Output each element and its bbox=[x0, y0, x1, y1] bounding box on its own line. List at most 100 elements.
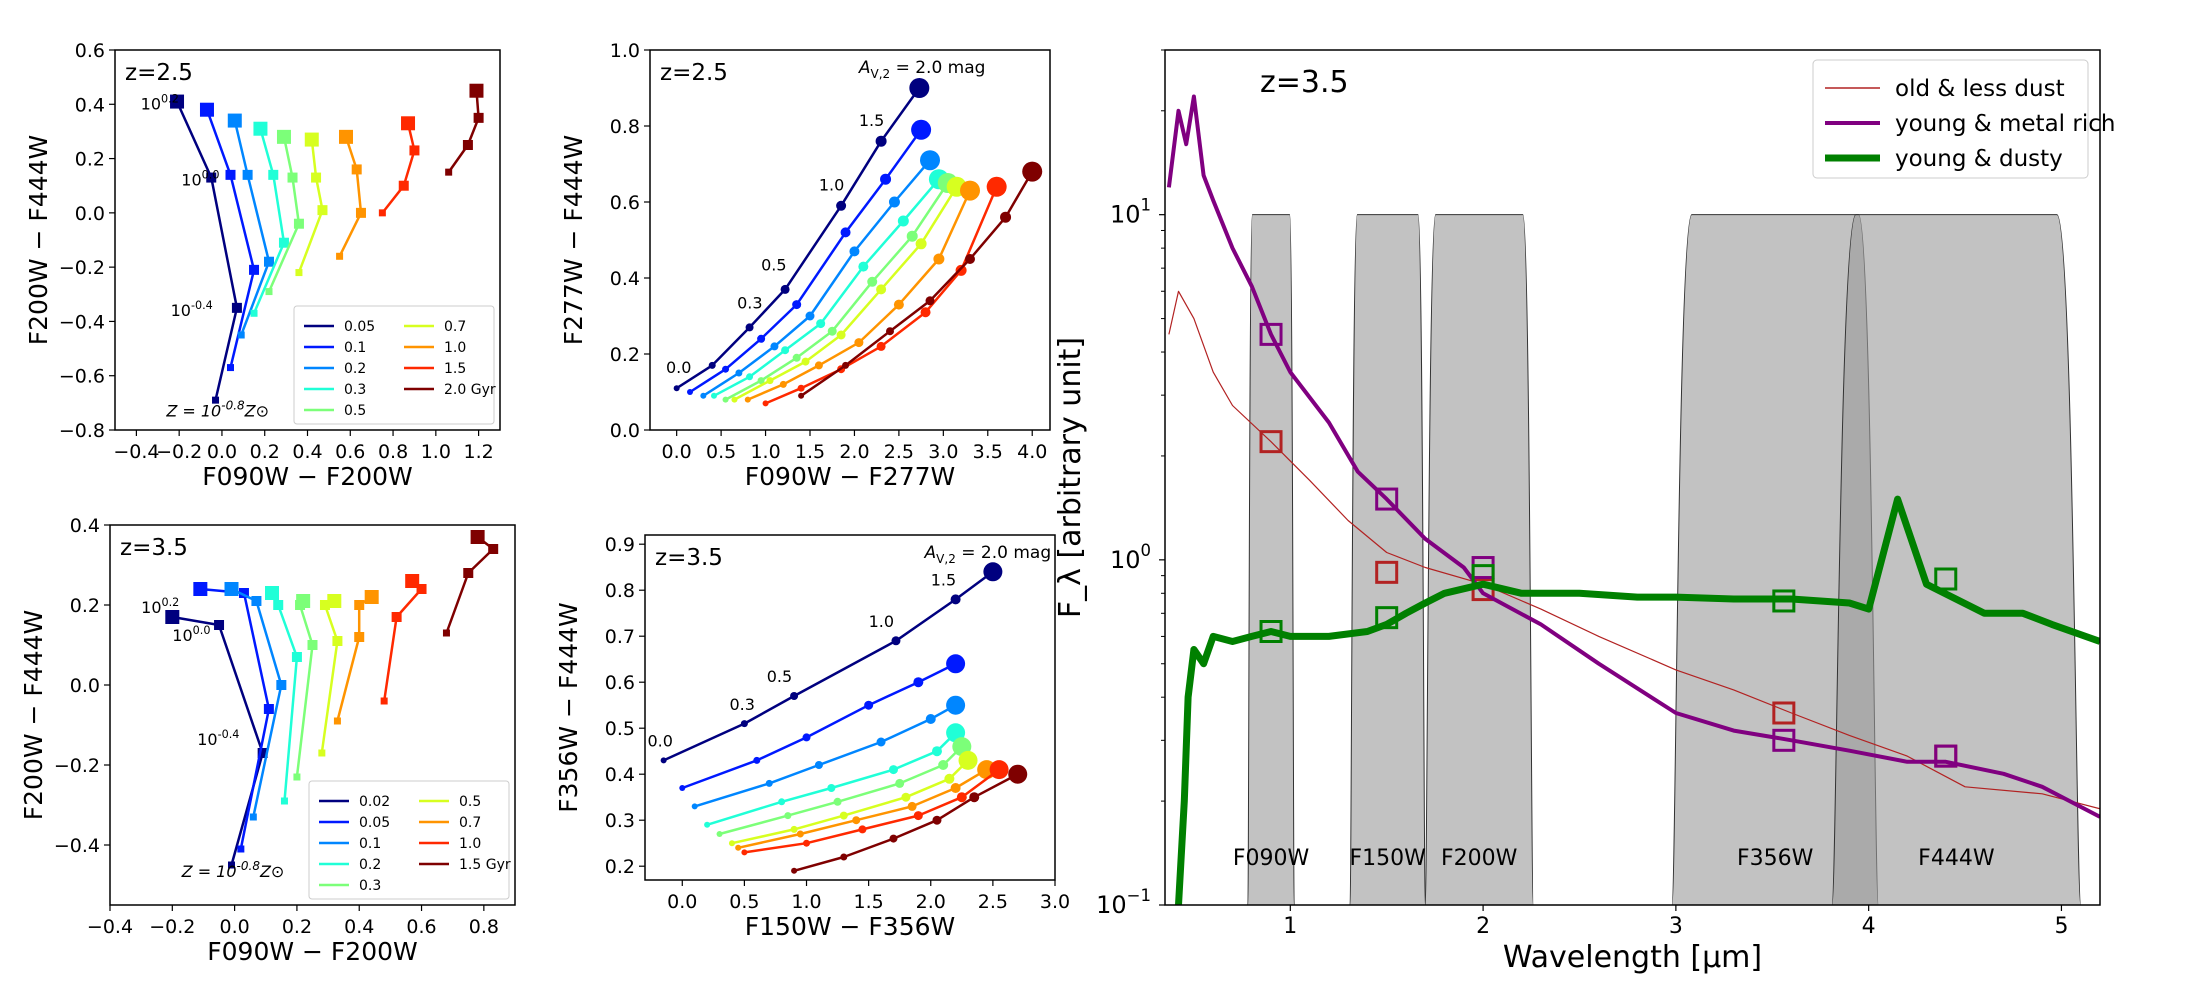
point-0.3-2 bbox=[307, 640, 318, 650]
point-2.0 Gyr-3 bbox=[925, 296, 935, 306]
filter-label-F090W: F090W bbox=[1233, 846, 1310, 871]
legend-label-0.02: 0.02 bbox=[359, 794, 390, 810]
series-line-1.5 bbox=[381, 123, 416, 214]
point-0.3-5 bbox=[897, 215, 909, 227]
point-1.5 Gyr-2 bbox=[889, 834, 898, 843]
annotation: 100.0 bbox=[181, 169, 219, 190]
x-tick-label: 0.5 bbox=[729, 891, 759, 913]
x-tick-label: 1.0 bbox=[791, 891, 821, 913]
point-0.1-2 bbox=[814, 761, 823, 769]
legend-label-old & less dust: old & less dust bbox=[1895, 76, 2065, 102]
legend-label-young & dusty: young & dusty bbox=[1895, 146, 2063, 172]
series-line-0.1 bbox=[205, 109, 256, 368]
point-0.02-1 bbox=[740, 720, 748, 728]
point-1.5-1 bbox=[409, 145, 420, 156]
point-2.0 Gyr-5 bbox=[1000, 211, 1012, 223]
annotation: 0.0 bbox=[647, 732, 672, 751]
annotation: 100.2 bbox=[141, 596, 179, 617]
y-axis-label: F200W − F444W bbox=[19, 610, 48, 820]
x-tick-label: 3.0 bbox=[928, 441, 958, 463]
annotation: 1.5 bbox=[859, 111, 884, 130]
legend-label-0.1: 0.1 bbox=[359, 836, 381, 852]
point-2.0 Gyr-2 bbox=[462, 140, 473, 150]
point-0.2-2 bbox=[770, 342, 779, 351]
series-line-0.7 bbox=[297, 139, 324, 274]
point-0.05-1 bbox=[238, 588, 249, 598]
x-tick-label: 1.5 bbox=[795, 441, 825, 463]
annotation: 100.2 bbox=[141, 93, 179, 114]
point-0.5-3 bbox=[901, 792, 911, 802]
x-tick-label: 3 bbox=[1669, 914, 1683, 939]
plot-area bbox=[170, 83, 484, 404]
x-tick-label: 3.0 bbox=[1040, 891, 1070, 913]
x-tick-label: 0.0 bbox=[662, 441, 692, 463]
point-0.02-0 bbox=[660, 757, 667, 764]
point-0.7-3 bbox=[295, 269, 303, 277]
series-line-0.1 bbox=[230, 587, 283, 818]
point-1.5-4 bbox=[920, 307, 931, 318]
point-0.05-0 bbox=[170, 94, 185, 109]
point-0.3-2 bbox=[781, 346, 790, 355]
point-2.0 Gyr-6 bbox=[1022, 161, 1043, 182]
point-0.5-1 bbox=[319, 600, 330, 610]
x-tick-label: 0.8 bbox=[469, 916, 499, 938]
point-1.0-2 bbox=[814, 361, 823, 370]
plot-area bbox=[165, 530, 499, 869]
point-1.0-4 bbox=[893, 299, 904, 310]
x-tick-label: 0.8 bbox=[378, 441, 408, 463]
x-tick-label: 0.6 bbox=[335, 441, 365, 463]
x-tick-label: 1.0 bbox=[750, 441, 780, 463]
point-0.7-4 bbox=[876, 284, 887, 295]
y-tick-label: 0.4 bbox=[75, 94, 105, 116]
point-0.2-1 bbox=[242, 169, 253, 180]
x-axis-label: F150W − F356W bbox=[745, 912, 955, 941]
y-tick-label: 0.8 bbox=[610, 116, 640, 138]
point-0.5-2 bbox=[839, 811, 848, 820]
y-tick-label: 0.5 bbox=[605, 718, 635, 740]
annotation: 0.5 bbox=[767, 667, 792, 686]
x-tick-label: −0.2 bbox=[156, 441, 202, 463]
point-1.0-3 bbox=[854, 338, 864, 348]
annotation: AV,2 = 2.0 mag bbox=[924, 543, 1052, 566]
point-1.0-1 bbox=[803, 839, 811, 847]
point-0.05-1 bbox=[753, 756, 761, 764]
y-tick-label: 0.6 bbox=[610, 192, 640, 214]
legend-label-0.7: 0.7 bbox=[444, 319, 466, 335]
point-0.5-1 bbox=[790, 825, 798, 833]
point-0.3-0 bbox=[253, 121, 268, 136]
point-0.7-2 bbox=[801, 357, 810, 366]
point-1.0-6 bbox=[960, 180, 980, 201]
series-line-0.1 bbox=[694, 704, 957, 808]
y-tick-label: 0.9 bbox=[605, 534, 635, 556]
annotation: 1.0 bbox=[869, 612, 894, 631]
point-0.1-4 bbox=[840, 227, 851, 238]
point-0.7-0 bbox=[364, 590, 379, 604]
point-0.1-5 bbox=[880, 173, 892, 185]
filter-band-F200W bbox=[1424, 214, 1534, 905]
point-0.5-5 bbox=[958, 750, 978, 770]
point-0.5-2 bbox=[332, 636, 343, 646]
point-1.0-1 bbox=[351, 164, 362, 175]
annotation: AV,2 = 2.0 mag bbox=[858, 58, 986, 81]
series-line-0.3 bbox=[713, 178, 940, 397]
point-1.0-0 bbox=[339, 129, 353, 144]
point-0.5-0 bbox=[327, 594, 342, 608]
y-tick-label: 0.4 bbox=[605, 764, 635, 786]
x-tick-label: 0.2 bbox=[282, 916, 312, 938]
y-tick-label: 0.4 bbox=[70, 515, 100, 537]
legend-label-1.5 Gyr: 1.5 Gyr bbox=[459, 857, 511, 873]
annotation: 10-0.4 bbox=[171, 299, 213, 320]
legend-label-0.5: 0.5 bbox=[344, 403, 366, 419]
series-line-1.0 bbox=[382, 580, 423, 702]
point-0.7-1 bbox=[311, 172, 322, 183]
point-1.0-3 bbox=[913, 811, 923, 821]
point-1.5 Gyr-3 bbox=[442, 629, 450, 637]
point-0.3-3 bbox=[895, 778, 905, 788]
point-0.5-4 bbox=[867, 276, 878, 287]
y-tick-label: 0.2 bbox=[75, 149, 105, 171]
marker-young & metal rich-0 bbox=[1259, 322, 1283, 346]
point-0.1-2 bbox=[276, 680, 287, 690]
y-tick-label: 0.2 bbox=[605, 856, 635, 878]
point-1.5-0 bbox=[762, 400, 769, 407]
